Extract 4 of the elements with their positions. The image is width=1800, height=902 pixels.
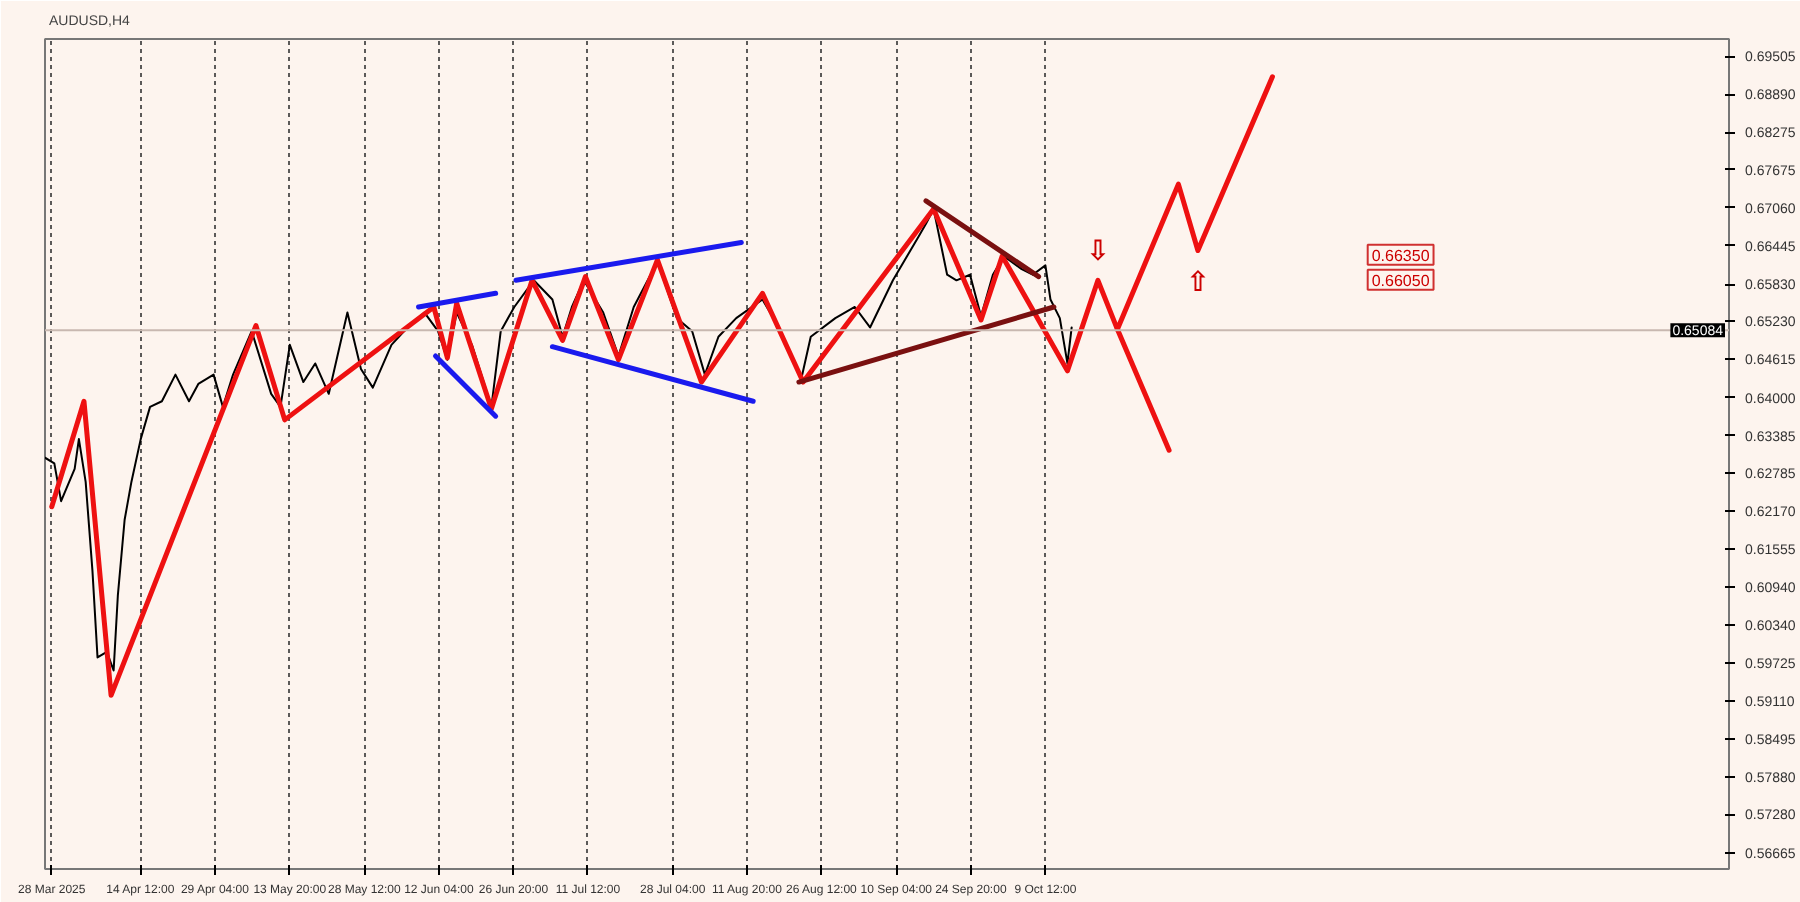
annotation: ⇩ bbox=[1086, 236, 1110, 269]
annotation: ⇧ bbox=[1186, 266, 1210, 299]
annotation: 0.66050 bbox=[1371, 271, 1431, 290]
annotation: 0.66350 bbox=[1371, 246, 1431, 265]
